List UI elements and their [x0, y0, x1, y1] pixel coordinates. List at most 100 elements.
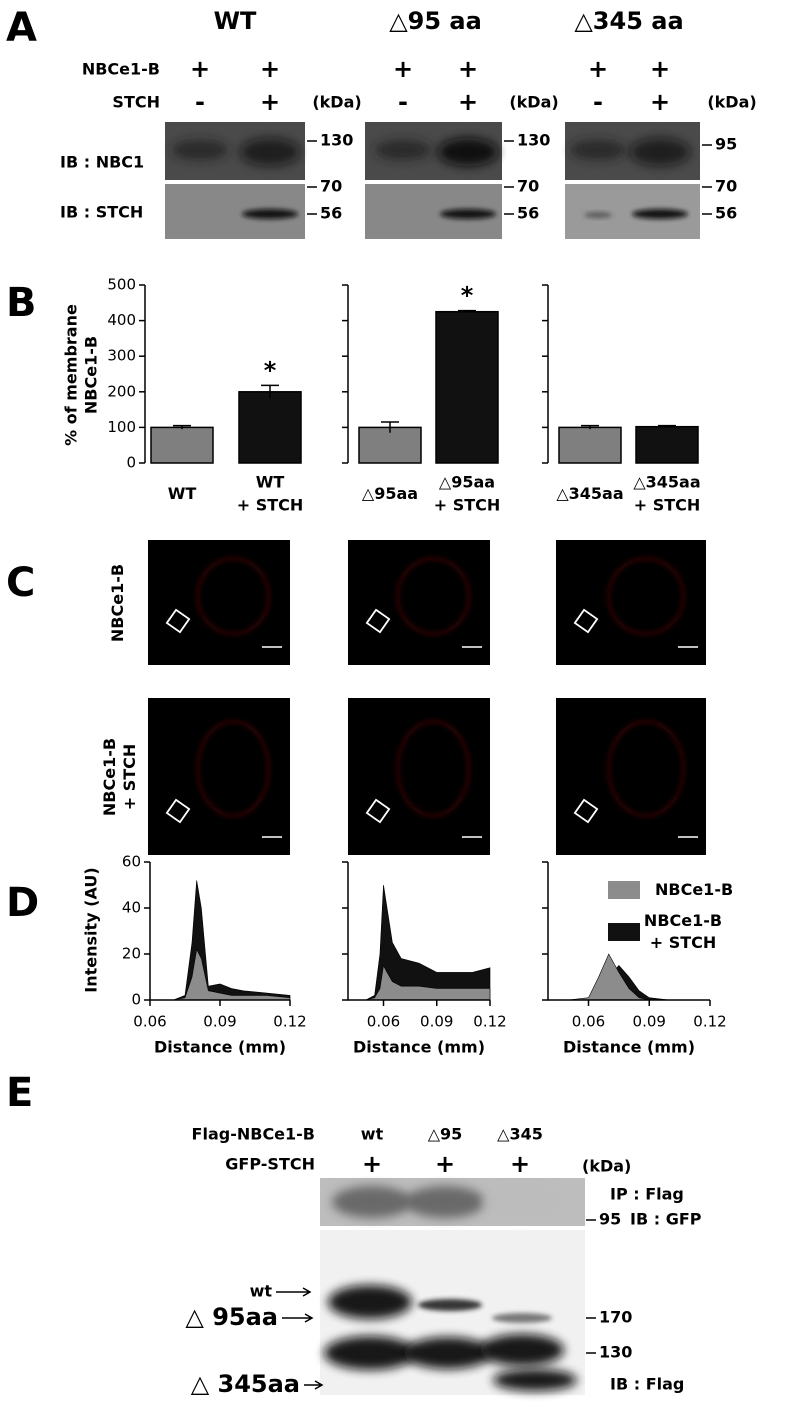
band: [632, 209, 688, 219]
band: [480, 1334, 564, 1366]
y-axis-label: NBCe1-B: [82, 336, 101, 414]
cell-signal: [196, 557, 271, 636]
x-tick-label: 0.06: [367, 1013, 400, 1031]
blot-label: IB : GFP: [630, 1210, 702, 1229]
sign: +: [260, 88, 280, 116]
cell-signal: [396, 557, 471, 636]
sign: +: [650, 88, 670, 116]
marker-label: 70: [517, 177, 539, 196]
row-label: Flag-NBCe1-B: [192, 1125, 315, 1144]
legend-swatch: [608, 881, 640, 899]
roi-box: [573, 798, 599, 824]
panel-label: E: [6, 1070, 33, 1116]
x-tick-label: 0.09: [203, 1013, 236, 1031]
lane-label: +: [362, 1150, 382, 1178]
error-bar: [381, 421, 399, 433]
roi-box: [365, 798, 391, 824]
marker-label: 70: [715, 177, 737, 196]
band: [328, 1285, 412, 1319]
x-tick-label: WT: [168, 484, 197, 503]
x-tick-label: WT + STCH: [237, 472, 304, 514]
kda-label: (kDa): [509, 93, 558, 112]
y-tick-label: 0: [131, 991, 141, 1009]
roi-box: [165, 798, 191, 824]
legend-swatch: [608, 923, 640, 941]
marker-label: 130: [599, 1343, 632, 1362]
bar: [150, 426, 214, 464]
panel-label: D: [6, 880, 39, 926]
band: [332, 1186, 412, 1218]
x-axis-label: Distance (mm): [563, 1038, 695, 1057]
y-tick-label: 500: [107, 276, 136, 294]
x-axis-label: Distance (mm): [353, 1038, 485, 1057]
kda-label: (kDa): [312, 93, 361, 112]
band: [404, 1337, 492, 1369]
x-tick-label: 0.06: [133, 1013, 166, 1031]
lane-label: △345: [497, 1125, 543, 1144]
area: [150, 948, 291, 1001]
axes: [149, 862, 290, 1001]
kda-label: (kDa): [582, 1157, 631, 1176]
band: [630, 138, 690, 166]
x-tick-label: 0.09: [633, 1013, 666, 1031]
x-axis-label: Distance (mm): [154, 1038, 286, 1057]
blot-label: IP : Flag: [610, 1185, 684, 1204]
band: [324, 1336, 416, 1370]
panel-label: A: [6, 5, 37, 51]
group-title: △95 aa: [389, 7, 482, 35]
panel-label: C: [6, 560, 35, 606]
cell-signal: [607, 720, 685, 818]
sign: +: [588, 55, 608, 83]
error-bar: [261, 384, 279, 399]
row-label: GFP-STCH: [225, 1155, 315, 1174]
band: [240, 138, 300, 166]
band: [584, 212, 612, 218]
band: [440, 209, 496, 219]
bar: [435, 310, 499, 464]
row-label: NBCe1-B: [82, 60, 160, 79]
y-tick-label: 40: [122, 899, 141, 917]
roi-box: [573, 608, 599, 634]
sign: +: [260, 55, 280, 83]
x-tick-label: 0.09: [420, 1013, 453, 1031]
marker-label: 56: [517, 204, 539, 223]
x-tick-label: △95aa: [362, 484, 418, 503]
x-tick-label: 0.12: [473, 1013, 506, 1031]
marker-label: 70: [320, 177, 342, 196]
marker-label: 130: [320, 131, 353, 150]
y-tick-label: 60: [122, 853, 141, 871]
band: [482, 1188, 558, 1216]
marker-label: 56: [715, 204, 737, 223]
x-tick-label: 0.12: [273, 1013, 306, 1031]
panel-label: B: [6, 280, 37, 326]
band: [242, 209, 298, 219]
y-tick-label: 400: [107, 311, 136, 329]
marker-label: 56: [320, 204, 342, 223]
sign: -: [195, 88, 205, 116]
error-bar: [658, 424, 676, 428]
area: [150, 880, 291, 1001]
marker-label: 170: [599, 1308, 632, 1327]
row-label: NBCe1-B+ STCH: [100, 738, 139, 816]
lane-label: +: [435, 1150, 455, 1178]
y-tick-label: 0: [126, 454, 136, 472]
y-tick-label: 300: [107, 347, 136, 365]
band: [418, 1299, 482, 1311]
x-tick-label: 0.12: [693, 1013, 726, 1031]
bar: [635, 425, 699, 464]
sign: +: [458, 88, 478, 116]
row-label: STCH: [112, 93, 160, 112]
area: [348, 884, 491, 1001]
kda-label: (kDa): [707, 93, 756, 112]
arrow: [276, 1287, 312, 1297]
lane-label: +: [510, 1150, 530, 1178]
significance: *: [461, 282, 474, 310]
y-axis-label: % of membrane: [62, 304, 81, 446]
x-tick-label: △95aa + STCH: [434, 472, 501, 514]
cell-signal: [607, 557, 685, 636]
sign: +: [650, 55, 670, 83]
band-label: △ 345aa: [191, 1370, 300, 1398]
sign: -: [398, 88, 408, 116]
sign: +: [458, 55, 478, 83]
